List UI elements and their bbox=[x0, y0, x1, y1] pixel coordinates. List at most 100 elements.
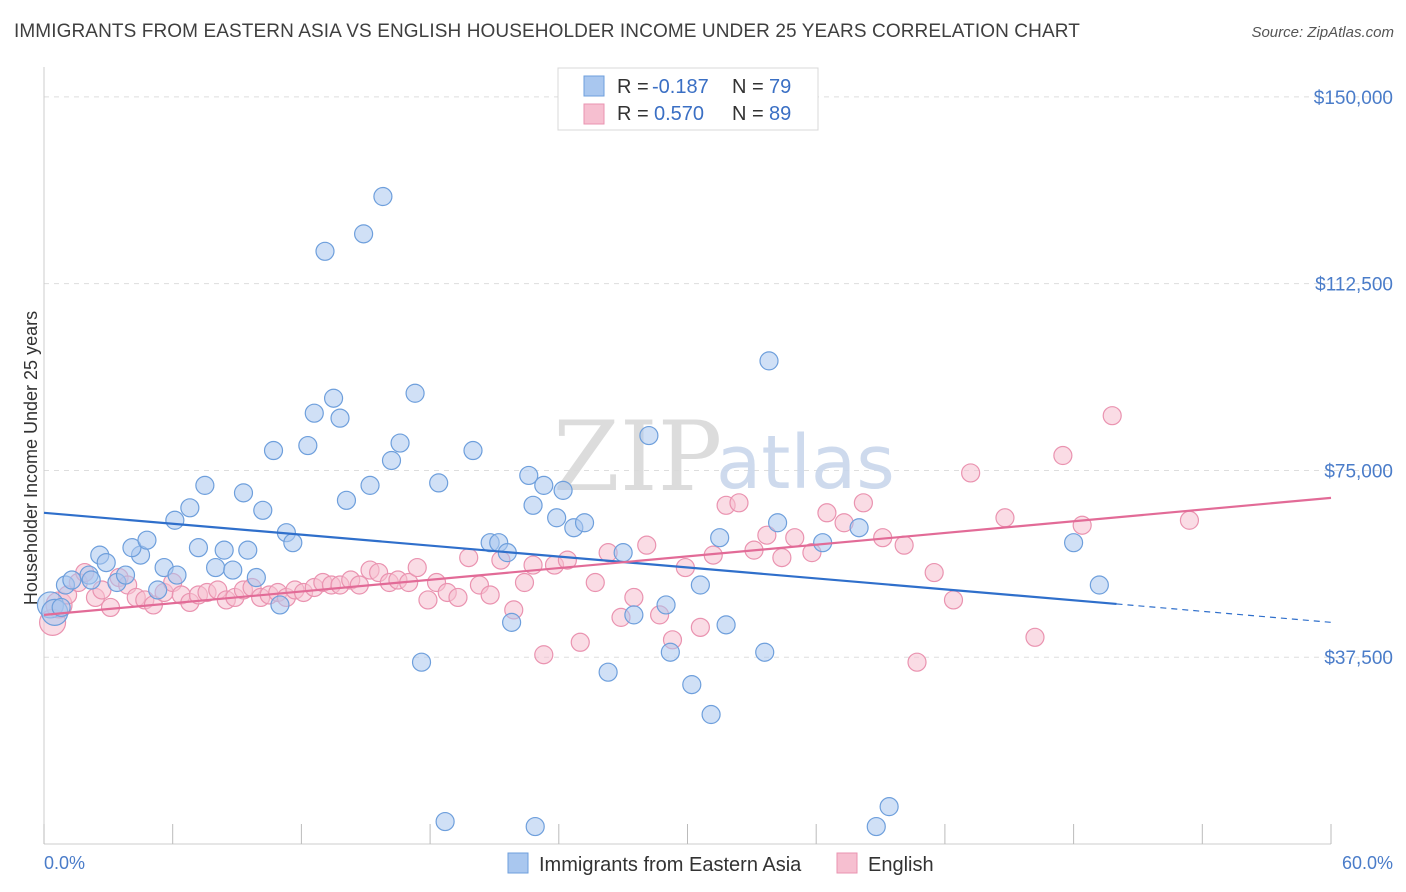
eastern-asia-point bbox=[315, 241, 335, 261]
bottom-legend: Immigrants from Eastern Asia English bbox=[507, 852, 934, 876]
eastern-asia-point bbox=[298, 435, 318, 456]
bottom-legend-label-pink: English bbox=[868, 854, 934, 876]
english-point bbox=[459, 548, 479, 568]
legend-r-value-2: 0.570 bbox=[654, 103, 704, 125]
english-point bbox=[943, 590, 964, 610]
eastern-asia-point bbox=[755, 642, 775, 662]
y-tick-labels: $150,000 $112,500 $75,000 $37,500 bbox=[1314, 88, 1393, 669]
legend: R = -0.187 N = 79 R = 0.570 N = 89 bbox=[557, 67, 819, 131]
english-point bbox=[690, 617, 710, 637]
eastern-asia-point bbox=[405, 383, 425, 403]
y-tick-label: $37,500 bbox=[1324, 648, 1393, 669]
legend-swatch-pink bbox=[583, 103, 605, 125]
english-point bbox=[757, 525, 777, 545]
english-point bbox=[418, 590, 438, 610]
english-point bbox=[1102, 406, 1122, 426]
bottom-legend-swatch-pink bbox=[836, 852, 858, 874]
y-tick-label: $75,000 bbox=[1324, 461, 1393, 482]
bottom-legend-swatch-blue bbox=[507, 852, 529, 874]
eastern-asia-point bbox=[1063, 533, 1084, 553]
legend-swatch-blue bbox=[583, 75, 605, 97]
eastern-asia-point bbox=[525, 816, 545, 837]
english-point bbox=[534, 645, 554, 665]
watermark: ZIP atlas bbox=[553, 401, 895, 513]
legend-n-label-2: N = bbox=[732, 103, 764, 125]
english-point bbox=[570, 632, 590, 652]
eastern-asia-point bbox=[879, 797, 899, 817]
legend-n-label-1: N = bbox=[732, 76, 764, 98]
eastern-asia-point bbox=[534, 475, 554, 495]
english-point bbox=[907, 652, 927, 672]
eastern-asia-point bbox=[381, 450, 402, 471]
eastern-asia-point bbox=[304, 403, 324, 423]
english-point bbox=[995, 508, 1015, 528]
legend-n-value-1: 79 bbox=[769, 76, 791, 98]
english-point bbox=[448, 587, 468, 608]
eastern-asia-point bbox=[223, 560, 243, 580]
series-eastern-asia-points bbox=[36, 186, 1109, 837]
english-point bbox=[514, 572, 535, 593]
eastern-asia-point bbox=[354, 224, 374, 244]
x-tick-label-max: 60.0% bbox=[1342, 853, 1393, 873]
y-tick-label: $112,500 bbox=[1315, 275, 1393, 296]
eastern-asia-point bbox=[167, 565, 187, 585]
eastern-asia-point bbox=[547, 508, 567, 528]
eastern-asia-point bbox=[523, 495, 543, 515]
english-point bbox=[961, 463, 981, 483]
eastern-asia-point bbox=[115, 565, 136, 585]
trend-line-eastern-asia bbox=[43, 511, 1117, 606]
x-tick-label-min: 0.0% bbox=[44, 853, 85, 873]
english-point bbox=[894, 535, 914, 555]
eastern-asia-point bbox=[81, 570, 101, 590]
english-point bbox=[407, 557, 427, 578]
eastern-asia-point bbox=[390, 433, 410, 453]
eastern-asia-point bbox=[195, 475, 215, 495]
trend-lines bbox=[43, 496, 1332, 623]
eastern-asia-point bbox=[323, 388, 344, 408]
english-point bbox=[585, 572, 605, 593]
english-point bbox=[729, 493, 749, 513]
eastern-asia-point bbox=[373, 186, 393, 207]
legend-r-value-1: -0.187 bbox=[652, 76, 709, 98]
eastern-asia-point bbox=[283, 533, 303, 553]
eastern-asia-point bbox=[96, 552, 116, 573]
eastern-asia-point bbox=[180, 498, 200, 518]
english-point bbox=[817, 503, 837, 523]
eastern-asia-point bbox=[759, 351, 779, 371]
eastern-asia-point bbox=[148, 580, 168, 600]
eastern-asia-point bbox=[866, 816, 886, 837]
english-point bbox=[480, 585, 500, 605]
english-point bbox=[1053, 445, 1073, 466]
legend-r-label-1: R = bbox=[617, 76, 649, 98]
eastern-asia-point bbox=[214, 540, 234, 560]
eastern-asia-point bbox=[463, 440, 483, 461]
eastern-asia-point bbox=[137, 530, 157, 550]
axes bbox=[43, 67, 1332, 845]
english-point bbox=[1025, 627, 1045, 647]
eastern-asia-point bbox=[690, 575, 710, 595]
eastern-asia-point bbox=[849, 518, 869, 538]
english-point bbox=[557, 550, 577, 570]
eastern-asia-point bbox=[206, 557, 226, 578]
eastern-asia-point bbox=[660, 642, 680, 662]
legend-n-value-2: 89 bbox=[769, 103, 791, 125]
eastern-asia-point bbox=[574, 513, 595, 533]
eastern-asia-point bbox=[263, 440, 284, 461]
eastern-asia-point bbox=[1089, 575, 1109, 595]
watermark-atlas: atlas bbox=[716, 420, 895, 506]
eastern-asia-point bbox=[411, 652, 432, 672]
watermark-zip: ZIP bbox=[553, 401, 722, 513]
eastern-asia-point bbox=[233, 483, 254, 503]
eastern-asia-point bbox=[502, 612, 522, 632]
trend-line-eastern-asia-extension bbox=[1116, 603, 1332, 623]
eastern-asia-point bbox=[165, 510, 185, 530]
english-point bbox=[772, 548, 792, 568]
eastern-asia-point bbox=[253, 500, 273, 520]
eastern-asia-point bbox=[62, 570, 82, 590]
english-point bbox=[1179, 510, 1200, 530]
eastern-asia-point bbox=[710, 528, 730, 548]
eastern-asia-point bbox=[553, 480, 573, 500]
english-point bbox=[637, 535, 657, 555]
eastern-asia-point bbox=[360, 475, 380, 495]
